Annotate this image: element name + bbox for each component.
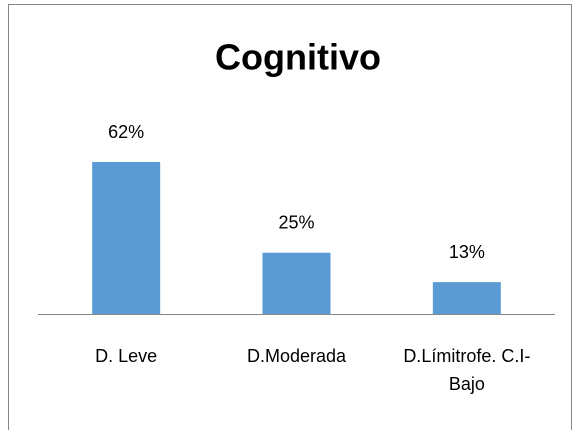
bar — [432, 282, 501, 314]
bar — [92, 162, 161, 314]
value-label: 25% — [278, 212, 314, 232]
value-label: 13% — [449, 242, 485, 262]
x-tick-label: D.Moderada — [247, 346, 347, 366]
chart-title: Cognitivo — [215, 37, 381, 78]
bar — [262, 252, 331, 314]
x-tick-label: D.Límitrofe. C.I-Bajo — [403, 346, 530, 394]
x-tick-label: D. Leve — [95, 346, 157, 366]
value-label: 62% — [108, 122, 144, 142]
